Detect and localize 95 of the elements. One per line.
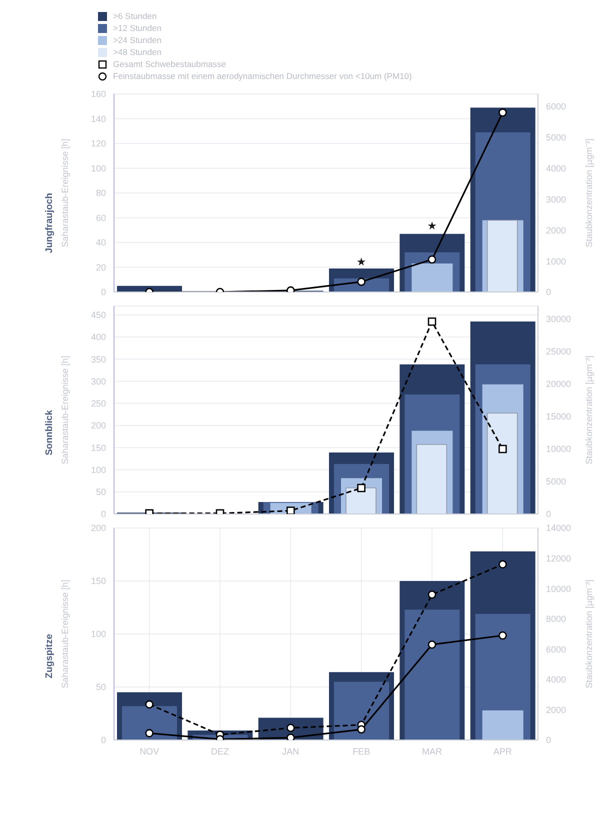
y2-axis-title: Staubkonzentration [µgm⁻³] [584, 356, 594, 464]
bar [486, 220, 518, 292]
legend-label: >48 Stunden [113, 47, 162, 57]
text: Jungfraujoch [44, 192, 55, 254]
y2-tick-label: 30000 [546, 314, 572, 324]
annotation: ★ [356, 255, 366, 268]
y2-tick-label: 1000 [546, 256, 566, 266]
y2-tick-label: 0 [546, 509, 552, 520]
y-tick-label: 250 [90, 398, 106, 409]
y2-axis-title: Staubkonzentration [µgm⁻³] [584, 138, 594, 248]
y-tick-label: 50 [96, 487, 106, 498]
x-tick-label: FEB [352, 746, 370, 756]
point [145, 700, 154, 709]
y2-tick-label: 4000 [546, 163, 566, 174]
y2-tick-label: 12000 [546, 553, 572, 564]
y-tick-label: 100 [90, 163, 106, 174]
point [428, 590, 436, 599]
x-tick-label: JAN [282, 746, 300, 756]
x-tick-label: DEZ [211, 746, 230, 756]
x-tick-label: MAR [422, 746, 442, 756]
y2-tick-label: 3000 [546, 194, 566, 204]
point [286, 286, 295, 292]
y-tick-label: 350 [90, 354, 106, 364]
y-tick-label: 80 [96, 188, 106, 198]
y2-tick-label: 6000 [546, 102, 566, 112]
y2-tick-label: 4000 [546, 674, 566, 685]
y2-tick-label: 2000 [546, 704, 566, 715]
y2-tick-label: 8000 [546, 614, 566, 624]
y2-tick-label: 20000 [546, 379, 572, 390]
y2-tick-label: 5000 [546, 476, 566, 487]
point [357, 725, 366, 734]
y-tick-label: 140 [90, 114, 106, 124]
y-tick-label: 0 [100, 735, 106, 746]
y-tick-label: 0 [100, 509, 106, 520]
y-tick-label: 150 [90, 442, 106, 453]
y-tick-label: 100 [90, 629, 106, 640]
y-tick-label: 300 [90, 376, 106, 386]
y-tick-label: 120 [90, 138, 106, 149]
bar [334, 682, 389, 740]
annotation: ★ [427, 219, 438, 232]
y-axis-title: Saharastaub-Ereignisse [h] [60, 138, 70, 248]
y2-tick-label: 15000 [546, 412, 572, 422]
y-tick-label: 150 [90, 576, 106, 586]
x-tick-label: NOV [140, 746, 160, 756]
point [357, 484, 366, 492]
point [498, 444, 507, 454]
point [286, 724, 295, 732]
bar [486, 412, 518, 514]
y-tick-label: 160 [90, 89, 106, 100]
text: Sonnblick [44, 409, 55, 456]
point [498, 108, 507, 117]
point [498, 631, 507, 640]
bar [404, 610, 460, 740]
y-tick-label: 200 [90, 420, 106, 431]
y2-tick-label: 0 [546, 287, 552, 298]
y2-axis-title: Staubkonzentration [µgm⁻³] [584, 580, 594, 688]
y2-tick-label: 14000 [546, 523, 572, 534]
legend-label: >6 Stunden [113, 11, 157, 21]
y-tick-label: 40 [96, 238, 106, 248]
bar [482, 710, 524, 740]
bar [412, 264, 453, 292]
x-tick-label: APR [493, 746, 512, 756]
y-tick-label: 60 [96, 212, 106, 223]
y-tick-label: 0 [100, 287, 106, 298]
y2-tick-label: 2000 [546, 225, 566, 236]
y-tick-label: 400 [90, 332, 106, 342]
legend-label: Gesamt Schwebestaubmasse [113, 59, 226, 69]
y2-tick-label: 0 [546, 735, 552, 746]
point [357, 278, 366, 286]
bar [416, 444, 448, 514]
point [286, 734, 295, 740]
y-tick-label: 200 [90, 523, 106, 534]
y2-tick-label: 5000 [546, 132, 566, 143]
y-axis-title: Saharastaub-Ereignisse [h] [60, 580, 70, 688]
legend-label: Feinstaubmasse mit einem aerodynamischen Durchmesser von <10um (PM10) [113, 71, 412, 81]
y2-tick-label: 10000 [546, 444, 572, 454]
y2-tick-label: 10000 [546, 584, 572, 594]
bar [122, 706, 177, 740]
point [428, 317, 436, 326]
y2-tick-label: 6000 [546, 644, 566, 654]
y2-tick-label: 25000 [546, 346, 572, 357]
y-axis-title: Saharastaub-Ereignisse [h] [60, 356, 70, 464]
bar [346, 487, 376, 514]
point [145, 729, 154, 738]
y-tick-label: 100 [90, 464, 106, 475]
text: Zugspitze [44, 634, 55, 678]
y-tick-label: 20 [96, 262, 106, 272]
y-tick-label: 50 [96, 682, 106, 692]
y-tick-label: 450 [90, 310, 106, 320]
point [286, 506, 295, 514]
point [428, 255, 436, 264]
point [498, 560, 507, 568]
legend-label: >24 Stunden [113, 35, 162, 45]
legend-label: >12 Stunden [113, 23, 162, 33]
point [428, 640, 436, 649]
